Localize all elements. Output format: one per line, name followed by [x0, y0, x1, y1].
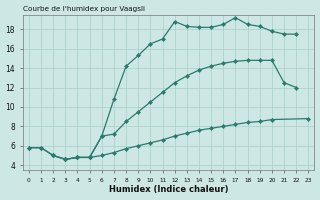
Text: Courbe de l'humidex pour Vaagsli: Courbe de l'humidex pour Vaagsli — [23, 6, 145, 12]
X-axis label: Humidex (Indice chaleur): Humidex (Indice chaleur) — [109, 185, 228, 194]
